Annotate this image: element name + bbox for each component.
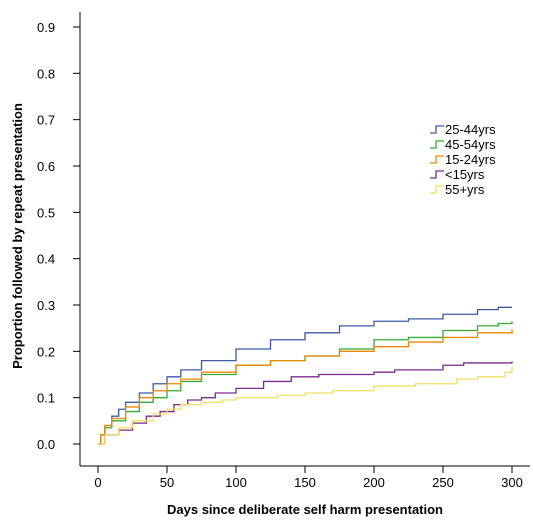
y-tick-label: 0.1 (37, 391, 55, 406)
x-tick-label: 250 (432, 475, 454, 490)
legend-label: 25-44yrs (445, 122, 496, 137)
legend-swatch (430, 185, 444, 194)
y-tick-label: 0.7 (37, 113, 55, 128)
x-tick-label: 50 (160, 475, 174, 490)
x-tick-label: 300 (501, 475, 523, 490)
legend-swatch (430, 155, 444, 164)
y-tick-label: 0.2 (37, 344, 55, 359)
y-tick-label: 0.9 (37, 20, 55, 35)
legend-swatch (430, 170, 444, 179)
legend-label: 55+yrs (445, 182, 485, 197)
legend-label: 15-24yrs (445, 152, 496, 167)
y-tick-label: 0.8 (37, 66, 55, 81)
legend-swatch (430, 125, 444, 134)
legend-label: <15yrs (445, 167, 485, 182)
legend-label: 45-54yrs (445, 137, 496, 152)
y-axis-title: Proportion followed by repeat presentati… (10, 103, 25, 369)
x-tick-label: 100 (225, 475, 247, 490)
series-line-3 (98, 361, 513, 445)
series-line-0 (98, 306, 512, 445)
series-lines (98, 306, 513, 445)
y-tick-label: 0.6 (37, 159, 55, 174)
ticks: 0.0 0.1 0.2 0.3 0.4 0.5 0.6 0.7 0.8 0.9 0 50 100 150 2… (37, 20, 523, 490)
x-tick-label: 150 (294, 475, 316, 490)
series-line-4 (98, 366, 513, 445)
x-tick-label: 0 (94, 475, 101, 490)
series-line-2 (98, 329, 513, 445)
y-tick-label: 0.5 (37, 205, 55, 220)
series-line-1 (98, 321, 513, 445)
x-tick-label: 200 (363, 475, 385, 490)
y-tick-label: 0.4 (37, 252, 55, 267)
y-tick-label: 0.3 (37, 298, 55, 313)
legend-swatch (430, 140, 444, 149)
y-tick-label: 0.0 (37, 437, 55, 452)
x-axis-title: Days since deliberate self harm presenta… (167, 502, 443, 517)
